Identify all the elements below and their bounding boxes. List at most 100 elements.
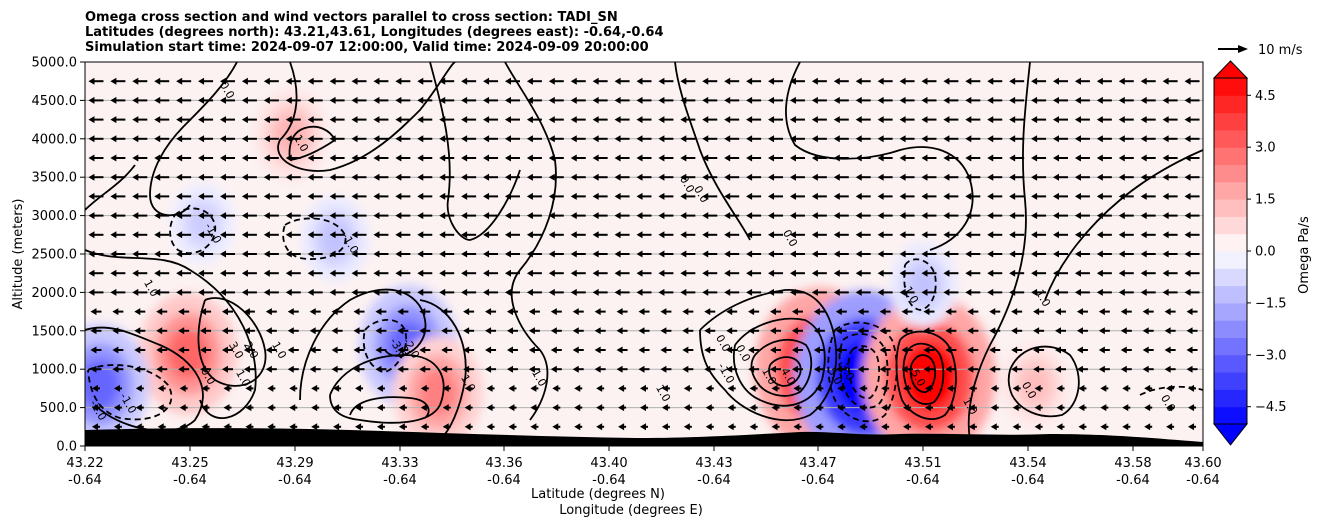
wind-vector [813, 365, 825, 373]
wind-vector [1009, 192, 1025, 200]
wind-vector [1012, 423, 1021, 431]
wind-vector [616, 346, 628, 354]
wind-vector [329, 250, 345, 258]
wind-vector [548, 288, 564, 296]
wind-vector [768, 212, 784, 220]
wind-vector [791, 346, 803, 354]
wind-vector [636, 192, 652, 200]
wind-vector [329, 96, 345, 104]
x-tick-label: 43.47 [799, 456, 836, 471]
wind-vector [1033, 327, 1045, 335]
wind-vector [395, 231, 411, 239]
wind-vector [924, 384, 933, 392]
wind-vector [355, 384, 364, 392]
wind-vector [1031, 192, 1047, 200]
y-tick-label: 3500.0 [32, 171, 78, 186]
wind-vector [1118, 135, 1134, 143]
wind-vector [395, 173, 411, 181]
wind-vector [134, 308, 146, 316]
wind-vector [461, 173, 477, 181]
wind-vector [1140, 77, 1156, 85]
wind-vector [176, 250, 192, 258]
wind-vector [221, 365, 233, 373]
contour-line [1139, 385, 1203, 396]
wind-vector [285, 192, 301, 200]
wind-vector [1186, 346, 1198, 354]
wind-vector [528, 346, 540, 354]
wind-vector [198, 231, 214, 239]
wind-vectors [88, 77, 1200, 431]
wind-vector [395, 250, 411, 258]
wind-vector [1162, 154, 1178, 162]
wind-vector [329, 212, 345, 220]
wind-vector [307, 77, 323, 85]
wind-vector [682, 308, 694, 316]
x-tick-sublabel: -0.64 [906, 473, 940, 488]
wind-vector [355, 404, 364, 412]
wind-vector [1096, 192, 1112, 200]
wind-vector [91, 404, 100, 412]
wind-vector [748, 308, 760, 316]
wind-vector [1118, 154, 1134, 162]
wind-vector [967, 346, 979, 354]
wind-vector [1162, 77, 1178, 85]
wind-vector [965, 77, 981, 85]
wind-vector [837, 404, 846, 412]
wind-vector [88, 212, 104, 220]
wind-vector [1164, 308, 1176, 316]
wind-vector [110, 77, 126, 85]
wind-vector [903, 423, 912, 431]
wind-vector [351, 192, 367, 200]
wind-vector [727, 404, 736, 412]
wind-vector [110, 231, 126, 239]
wind-vector [899, 231, 915, 239]
y-axis-label: Altitude (meters) [11, 199, 26, 310]
wind-vector [682, 346, 694, 354]
wind-vector [877, 231, 893, 239]
wind-vector [791, 327, 803, 335]
wind-vector [727, 384, 736, 392]
wind-vector [307, 250, 323, 258]
colorbar-level [1214, 372, 1247, 390]
wind-vector [1056, 384, 1065, 392]
wind-vector [1122, 404, 1131, 412]
wind-vector [395, 77, 411, 85]
wind-vector [1184, 288, 1200, 296]
wind-vector [636, 173, 652, 181]
wind-vector [464, 384, 473, 392]
wind-vector [1031, 116, 1047, 124]
wind-vector [88, 135, 104, 143]
wind-vector [1140, 231, 1156, 239]
wind-vector [746, 173, 762, 181]
wind-vector [353, 365, 365, 373]
wind-vector [1118, 116, 1134, 124]
wind-vector [811, 77, 827, 85]
wind-vector [855, 250, 871, 258]
wind-vector [594, 346, 606, 354]
wind-vector [376, 423, 385, 431]
wind-vector [178, 346, 190, 354]
contour-line [85, 164, 136, 211]
wind-vector [968, 384, 977, 392]
wind-vector [789, 96, 805, 104]
wind-vector [1055, 308, 1067, 316]
wind-vector [530, 423, 539, 431]
wind-vector [857, 308, 869, 316]
wind-vector [770, 346, 782, 354]
wind-vector [680, 96, 696, 104]
wind-vector [746, 212, 762, 220]
wind-vector [1074, 250, 1090, 258]
wind-vector [899, 154, 915, 162]
wind-vector [1140, 154, 1156, 162]
wind-vector [287, 365, 299, 373]
wind-vector [504, 250, 520, 258]
wind-vector [855, 77, 871, 85]
wind-vector [241, 192, 257, 200]
wind-vector [110, 192, 126, 200]
wind-vector [1184, 116, 1200, 124]
wind-vector [921, 288, 937, 296]
wind-vector [417, 77, 433, 85]
wind-vector [1053, 77, 1069, 85]
wind-vector [154, 154, 170, 162]
wind-vector [398, 404, 407, 412]
